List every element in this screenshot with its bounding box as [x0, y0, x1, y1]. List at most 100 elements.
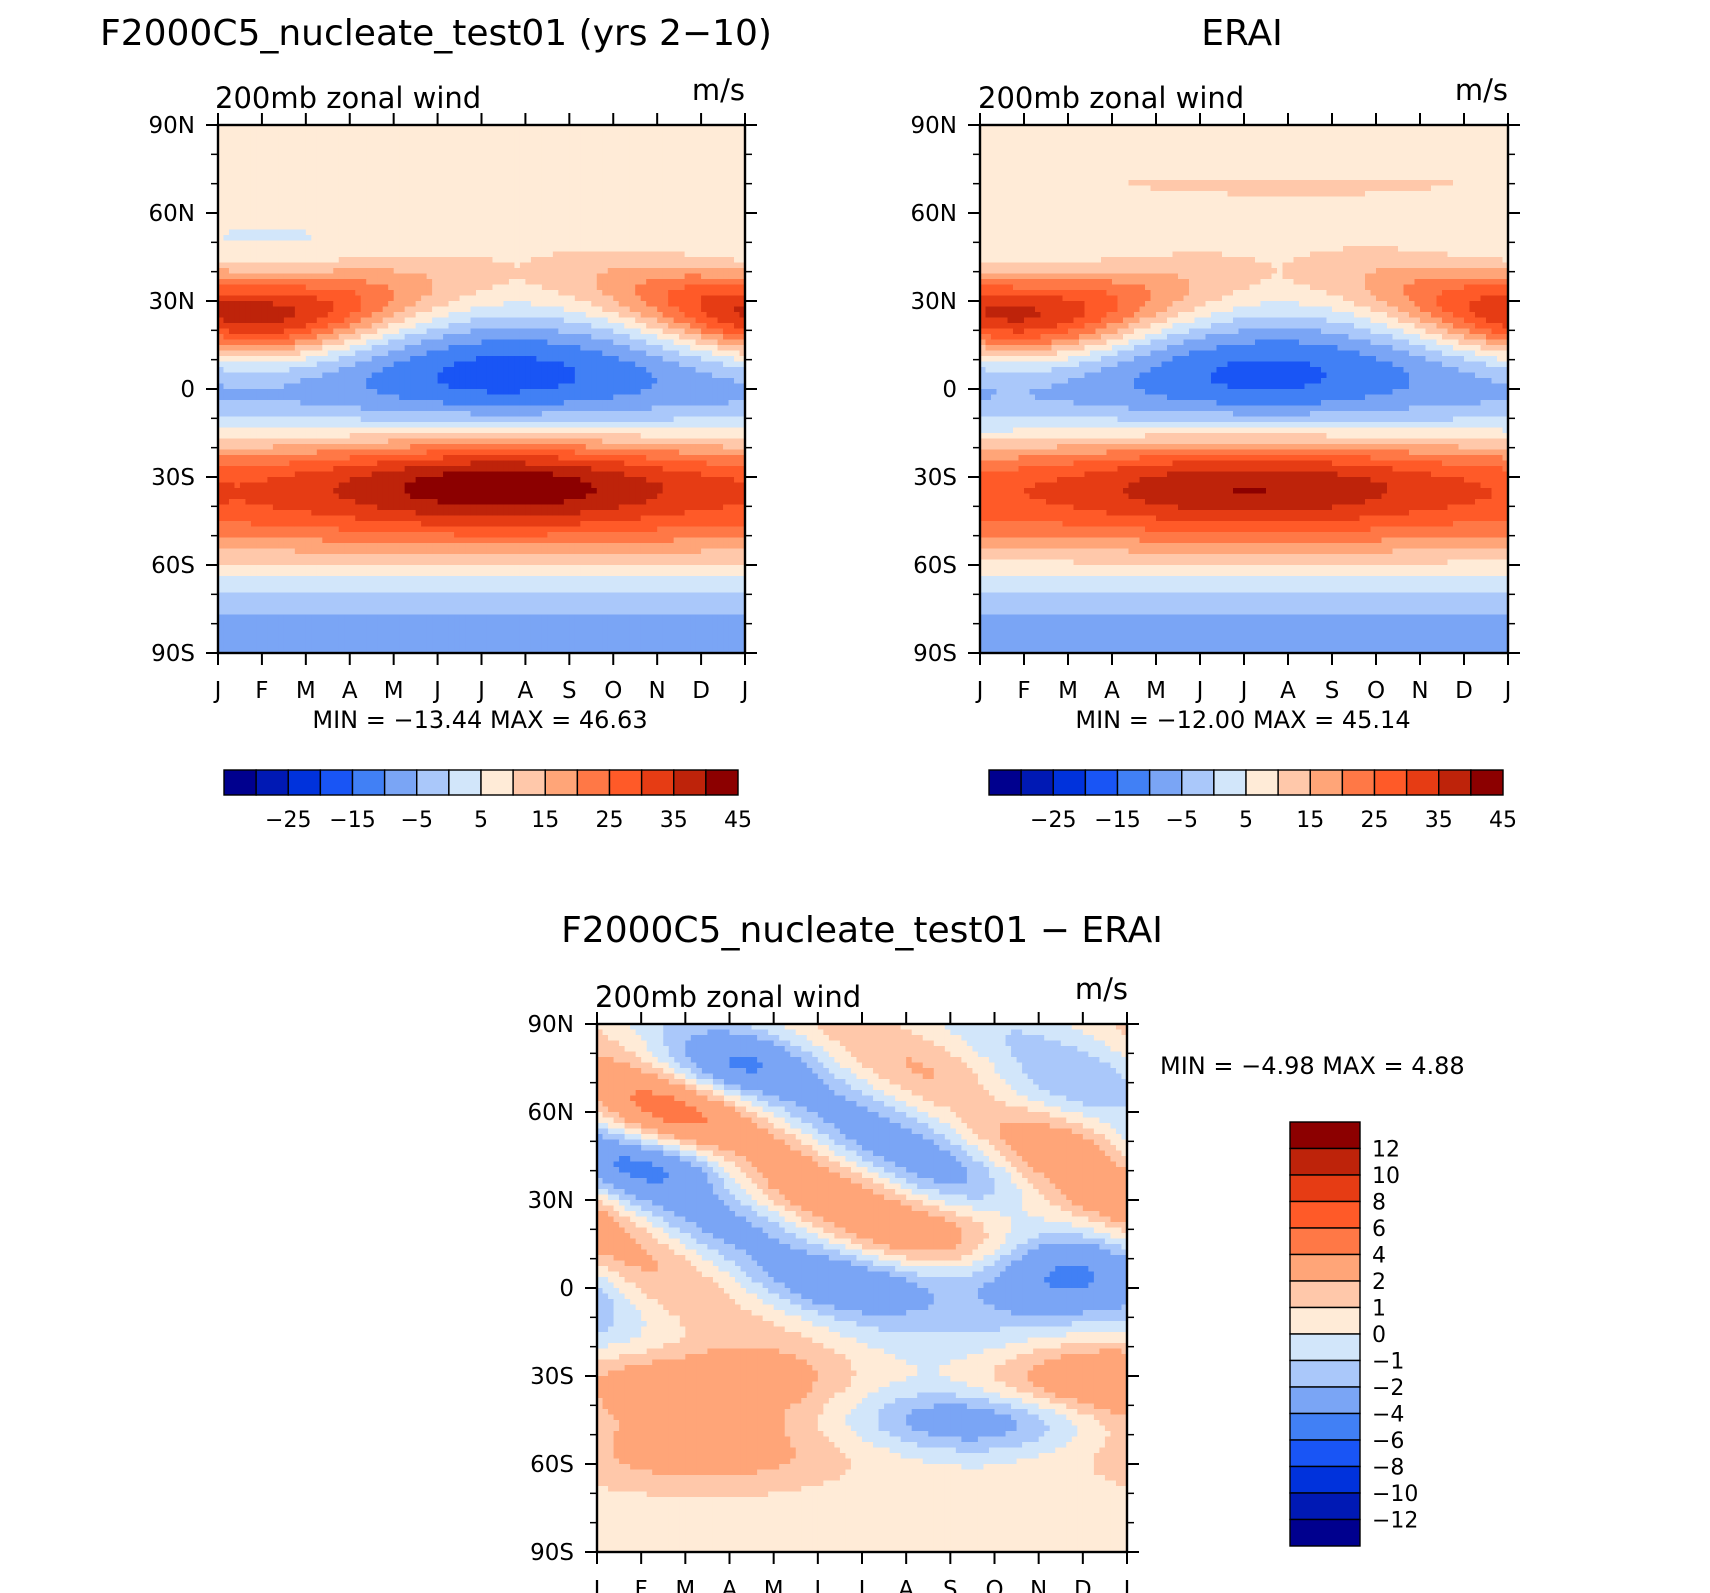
field-cell — [608, 362, 614, 368]
field-cell — [630, 268, 636, 274]
field-cell — [234, 400, 240, 406]
field-cell — [690, 378, 696, 384]
field-cell — [657, 164, 663, 170]
field-cell — [723, 351, 729, 357]
field-cell — [509, 197, 515, 203]
field-cell — [223, 329, 229, 335]
field-cell — [366, 202, 372, 208]
field-cell — [663, 351, 669, 357]
field-cell — [558, 389, 564, 395]
field-cell — [295, 180, 301, 186]
field-cell — [295, 164, 301, 170]
field-cell — [542, 257, 548, 263]
field-cell — [509, 263, 515, 269]
field-cell — [547, 290, 553, 296]
field-cell — [394, 323, 400, 329]
field-cell — [723, 241, 729, 247]
field-cell — [245, 230, 251, 236]
field-cell — [564, 169, 570, 175]
field-cell — [366, 263, 372, 269]
field-cell — [482, 312, 488, 318]
field-cell — [322, 219, 328, 225]
field-cell — [536, 208, 542, 214]
field-cell — [317, 384, 323, 390]
field-cell — [344, 235, 350, 241]
field-cell — [416, 378, 422, 384]
field-cell — [509, 334, 515, 340]
field-cell — [492, 202, 498, 208]
field-cell — [300, 356, 306, 362]
field-cell — [514, 296, 520, 302]
field-cell — [350, 202, 356, 208]
field-cell — [388, 340, 394, 346]
field-cell — [372, 318, 378, 324]
field-cell — [399, 290, 405, 296]
field-cell — [289, 323, 295, 329]
field-cell — [602, 246, 608, 252]
field-cell — [646, 296, 652, 302]
field-cell — [591, 202, 597, 208]
field-cell — [635, 164, 641, 170]
field-cell — [525, 290, 531, 296]
field-cell — [251, 345, 257, 351]
field-cell — [635, 301, 641, 307]
field-cell — [410, 356, 416, 362]
field-cell — [229, 246, 235, 252]
field-cell — [509, 367, 515, 373]
field-cell — [388, 367, 394, 373]
field-cell — [503, 400, 509, 406]
field-cell — [520, 257, 526, 263]
field-cell — [602, 373, 608, 379]
field-cell — [685, 186, 691, 192]
field-cell — [701, 153, 707, 159]
field-cell — [278, 334, 284, 340]
field-cell — [234, 180, 240, 186]
field-cell — [580, 257, 586, 263]
field-cell — [465, 406, 471, 412]
field-cell — [361, 202, 367, 208]
field-cell — [492, 180, 498, 186]
field-cell — [531, 202, 537, 208]
field-cell — [421, 197, 427, 203]
field-cell — [630, 400, 636, 406]
field-cell — [300, 285, 306, 291]
field-cell — [685, 373, 691, 379]
field-cell — [723, 186, 729, 192]
field-cell — [718, 323, 724, 329]
field-cell — [223, 362, 229, 368]
field-cell — [223, 296, 229, 302]
field-cell — [613, 202, 619, 208]
field-cell — [718, 136, 724, 142]
field-cell — [432, 191, 438, 197]
field-cell — [273, 307, 279, 313]
field-cell — [273, 296, 279, 302]
field-cell — [410, 142, 416, 148]
field-cell — [460, 213, 466, 219]
field-cell — [547, 389, 553, 395]
field-cell — [685, 296, 691, 302]
field-cell — [256, 224, 262, 230]
field-cell — [416, 169, 422, 175]
field-cell — [657, 329, 663, 335]
field-cell — [460, 197, 466, 203]
field-cell — [547, 169, 553, 175]
field-cell — [295, 279, 301, 285]
field-cell — [465, 213, 471, 219]
field-cell — [553, 197, 559, 203]
field-cell — [690, 279, 696, 285]
field-cell — [295, 367, 301, 373]
field-cell — [723, 307, 729, 313]
field-cell — [432, 274, 438, 280]
field-cell — [674, 329, 680, 335]
field-cell — [372, 191, 378, 197]
field-cell — [536, 290, 542, 296]
field-cell — [586, 395, 592, 401]
field-cell — [564, 268, 570, 274]
field-cell — [295, 142, 301, 148]
field-cell — [503, 290, 509, 296]
field-cell — [240, 345, 246, 351]
field-cell — [657, 252, 663, 258]
field-cell — [619, 153, 625, 159]
field-cell — [498, 367, 504, 373]
field-cell — [536, 169, 542, 175]
